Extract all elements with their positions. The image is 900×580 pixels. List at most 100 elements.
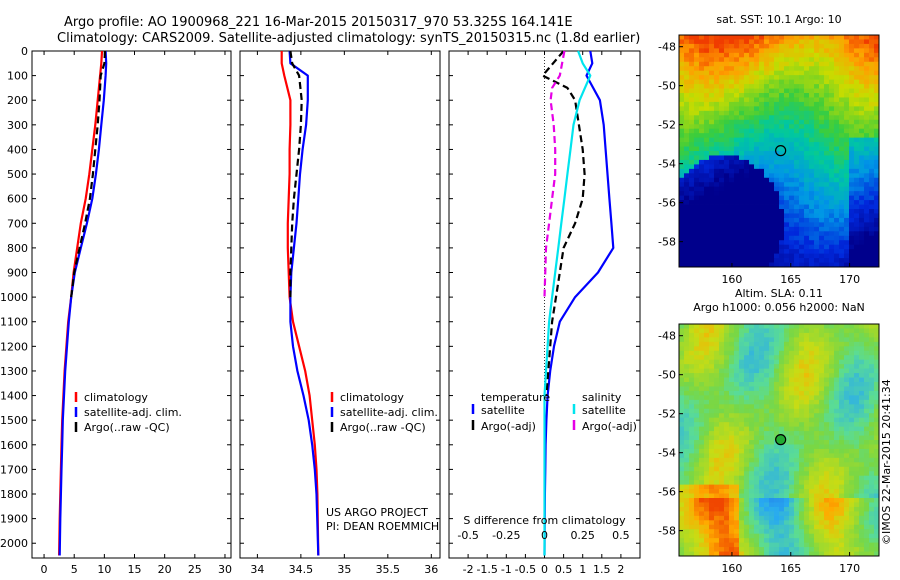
map-cell xyxy=(694,426,700,432)
map-cell xyxy=(799,70,805,76)
map-cell xyxy=(854,70,860,76)
map-cell xyxy=(684,350,690,356)
map-cell xyxy=(874,324,879,329)
map-cell xyxy=(749,48,755,54)
annotation-line: PI: DEAN ROEMMICH xyxy=(326,520,439,533)
map-cell xyxy=(719,39,725,45)
map-cell xyxy=(684,515,690,521)
map-cell xyxy=(729,258,735,263)
map-cell xyxy=(694,133,700,139)
map-cell xyxy=(854,520,860,526)
map-cell xyxy=(859,133,865,139)
map-cell xyxy=(734,408,740,414)
map-cell xyxy=(739,359,745,365)
map-cell xyxy=(794,547,800,552)
map-cell xyxy=(839,426,845,432)
map-cell xyxy=(834,39,840,45)
map-cell xyxy=(829,440,835,445)
map-cell xyxy=(739,110,745,116)
map-cell xyxy=(784,93,790,98)
map-cell xyxy=(724,101,730,107)
map-cell xyxy=(829,359,835,365)
map-cell xyxy=(829,235,835,241)
map-cell xyxy=(789,57,795,63)
map-cell xyxy=(749,146,755,152)
map-cell xyxy=(684,159,690,165)
map-cell xyxy=(709,373,715,378)
map-cell xyxy=(684,75,690,81)
map-cell xyxy=(734,191,740,197)
map-cell xyxy=(734,457,740,463)
map-cell xyxy=(734,364,740,370)
map-cell xyxy=(714,146,720,152)
map-cell xyxy=(794,475,800,481)
map-cell xyxy=(699,515,705,521)
map-cell xyxy=(794,124,800,130)
map-cell xyxy=(819,426,825,432)
map-cell xyxy=(789,253,795,259)
map-cell xyxy=(759,484,765,490)
map-cell xyxy=(744,124,750,130)
map-cell xyxy=(689,489,695,494)
map-cell xyxy=(749,346,755,352)
map-cell xyxy=(814,390,820,396)
x-tick-label: 2 xyxy=(617,563,624,576)
map-cell xyxy=(849,422,855,428)
map-cell xyxy=(754,106,760,112)
map-cell xyxy=(859,195,865,201)
map-cell xyxy=(694,213,700,219)
map-cell xyxy=(709,324,715,329)
map-cell xyxy=(794,164,800,170)
map-cell xyxy=(779,146,785,152)
map-cell xyxy=(789,538,795,544)
map-cell xyxy=(689,195,695,201)
map-cell xyxy=(874,142,879,147)
map-cell xyxy=(704,39,710,45)
map-cell xyxy=(814,39,820,45)
map-cell xyxy=(829,324,835,329)
map-cell xyxy=(804,217,810,223)
map-cell xyxy=(769,489,775,494)
map-cell xyxy=(744,200,750,205)
map-cell xyxy=(804,110,810,116)
map-cell xyxy=(764,110,770,116)
map-cell xyxy=(789,332,795,338)
map-cell xyxy=(779,466,785,472)
map-cell xyxy=(869,84,875,89)
map-cell xyxy=(744,341,750,347)
map-cell xyxy=(769,328,775,334)
legend-title: temperature xyxy=(481,391,550,404)
map-cell xyxy=(774,226,780,232)
map-cell xyxy=(689,35,695,40)
map-cell xyxy=(764,155,770,161)
map-cell xyxy=(774,213,780,219)
map-cell xyxy=(809,386,815,392)
map-cell xyxy=(859,337,865,343)
map-cell xyxy=(754,350,760,356)
map-cell xyxy=(754,502,760,508)
x-tick-label: -0.5 xyxy=(515,563,536,576)
map-cell xyxy=(759,551,765,556)
map-cell xyxy=(724,35,730,40)
map-cell xyxy=(814,159,820,165)
map-cell xyxy=(839,377,845,383)
map-cell xyxy=(864,417,870,423)
map-cell xyxy=(709,75,715,81)
map-cell xyxy=(694,204,700,210)
map-cell xyxy=(739,115,745,121)
map-cell xyxy=(694,377,700,383)
map-cell xyxy=(714,186,720,192)
map-cell xyxy=(714,262,720,267)
map-cell xyxy=(709,66,715,72)
map-cell xyxy=(699,155,705,161)
map-cell xyxy=(749,106,755,112)
map-cell xyxy=(759,48,765,54)
map-cell xyxy=(824,61,830,67)
map-cell xyxy=(864,124,870,130)
map-cell xyxy=(694,191,700,197)
map-cell xyxy=(689,88,695,94)
map-cell xyxy=(819,386,825,392)
map-cell xyxy=(719,84,725,89)
map-cell xyxy=(824,159,830,165)
map-cell xyxy=(804,413,810,419)
